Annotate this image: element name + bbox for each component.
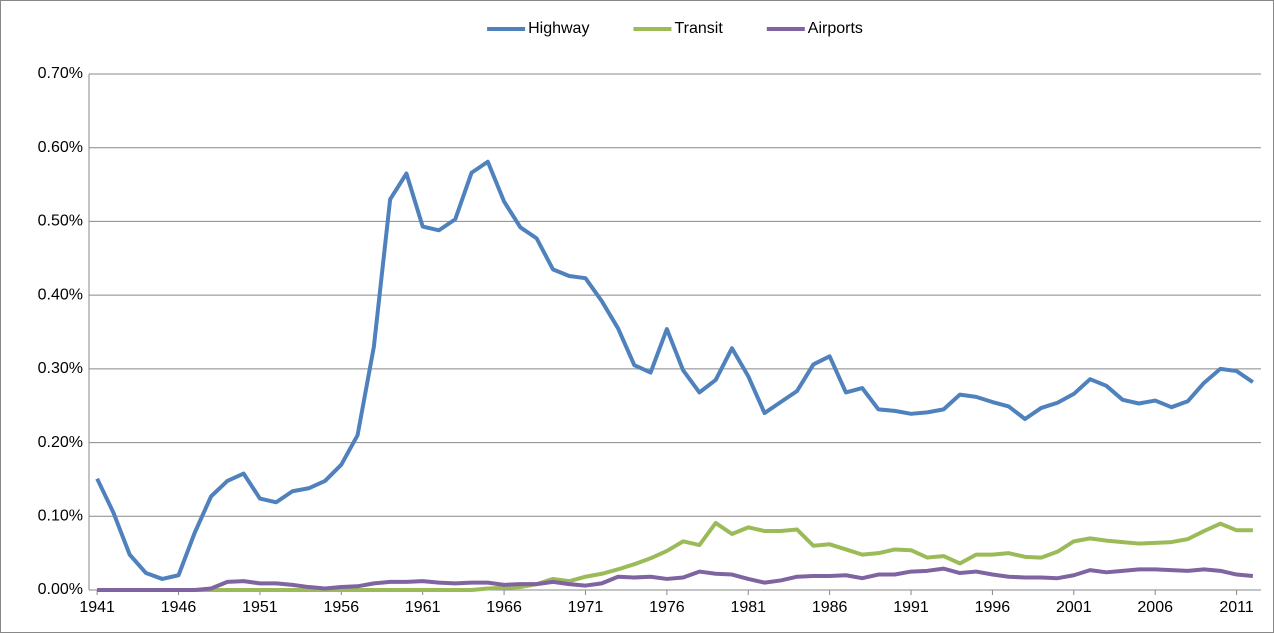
series-line [95, 159, 1254, 581]
x-tick-label: 1991 [893, 599, 929, 616]
y-tick-label: 0.60% [38, 139, 83, 156]
y-tick-label: 0.30% [38, 360, 83, 377]
x-tick-label: 1946 [161, 599, 197, 616]
x-tick-label: 1941 [79, 599, 115, 616]
x-tick-label: 1961 [405, 599, 441, 616]
legend-label: Highway [528, 20, 589, 37]
series-line [97, 566, 1254, 592]
x-tick-label: 1976 [649, 599, 685, 616]
y-tick-label: 0.50% [38, 213, 83, 230]
x-tick-label: 2011 [1219, 599, 1254, 616]
x-tick-label: 1951 [242, 599, 278, 616]
x-tick-label: 1956 [324, 599, 360, 616]
y-tick-label: 0.10% [38, 508, 83, 525]
y-tick-label: 0.00% [38, 581, 83, 598]
x-tick-label: 1996 [975, 599, 1011, 616]
y-tick-label: 0.20% [38, 434, 83, 451]
legend-label: Airports [808, 20, 863, 37]
x-tick-label: 1966 [486, 599, 522, 616]
x-tick-label: 2001 [1056, 599, 1092, 616]
x-tick-label: 1986 [812, 599, 848, 616]
x-tick-label: 1981 [730, 599, 766, 616]
y-tick-label: 0.70% [38, 65, 83, 82]
y-tick-label: 0.40% [38, 286, 83, 303]
series-line [97, 520, 1253, 592]
legend-label: Transit [674, 20, 723, 37]
x-tick-label: 1971 [568, 599, 604, 616]
x-tick-label: 2006 [1137, 599, 1173, 616]
